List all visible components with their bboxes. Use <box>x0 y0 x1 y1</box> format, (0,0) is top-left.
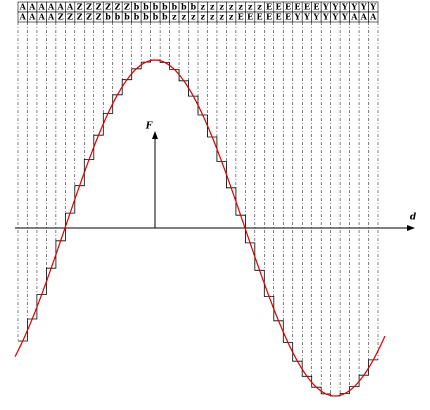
cell-text: Z <box>96 12 102 22</box>
cell-text: z <box>200 2 205 12</box>
cell-text: b <box>153 2 159 12</box>
cell-text: A <box>47 2 55 12</box>
cell <box>368 11 379 23</box>
cell-text: Z <box>124 2 130 12</box>
cell-text: z <box>219 2 224 12</box>
cell-text: E <box>275 2 281 12</box>
cell-text: E <box>285 12 291 22</box>
cell-text: Z <box>86 12 92 22</box>
cell-text: Y <box>332 12 339 22</box>
cell-text: b <box>153 12 159 22</box>
cell-text: Z <box>77 2 83 12</box>
cell-text: Y <box>341 2 348 12</box>
cell-text: z <box>182 12 187 22</box>
cell-text: b <box>134 2 140 12</box>
cell-text: Z <box>105 2 111 12</box>
cell-text: A <box>19 12 27 22</box>
cell-text: b <box>143 12 149 22</box>
cell-text: A <box>28 2 36 12</box>
cell-text: Y <box>303 12 310 22</box>
x-axis-label: d <box>410 213 417 223</box>
cell-text: Z <box>96 2 102 12</box>
cell-text: z <box>248 2 253 12</box>
sine-curve <box>14 59 386 397</box>
cell-text: Y <box>322 12 329 22</box>
cell-text: z <box>200 12 205 22</box>
cell-text: z <box>210 2 215 12</box>
cell-text: E <box>238 12 244 22</box>
cell-text: Y <box>332 2 339 12</box>
cell-text: Z <box>86 2 92 12</box>
cell-text: b <box>190 2 196 12</box>
cell-text: E <box>275 12 281 22</box>
cell-text: Y <box>313 12 320 22</box>
cell-text: E <box>257 12 263 22</box>
cell-text: A <box>360 12 368 22</box>
cell-text: E <box>285 2 291 12</box>
cell-text: Z <box>115 2 121 12</box>
cell-text: A <box>28 12 36 22</box>
cell-text: Z <box>58 12 64 22</box>
cell-text: Z <box>77 12 83 22</box>
cell-text: z <box>229 2 234 12</box>
cell-text: b <box>143 2 149 12</box>
cell-text: b <box>134 12 140 22</box>
cell-text: z <box>219 12 224 22</box>
cell-text: b <box>172 2 178 12</box>
cell-text: b <box>124 12 130 22</box>
cell-text: A <box>47 12 55 22</box>
cell-text: E <box>266 2 272 12</box>
cell-text: A <box>57 2 65 12</box>
cell-text: z <box>229 12 234 22</box>
cell-text: Y <box>350 2 357 12</box>
cell-text: z <box>238 2 243 12</box>
y-axis-label: F <box>145 122 153 132</box>
cell-text: A <box>66 2 74 12</box>
cell-text: b <box>115 12 121 22</box>
cell-text: E <box>266 12 272 22</box>
cell-text: b <box>105 12 111 22</box>
cell-text: b <box>162 12 168 22</box>
cell-text: A <box>38 2 46 12</box>
cell-text: Y <box>322 2 329 12</box>
cell-text: Y <box>341 12 348 22</box>
cell-text: Z <box>67 12 73 22</box>
cell-text: A <box>19 2 27 12</box>
cell-text: A <box>38 12 46 22</box>
cell-text: z <box>191 12 196 22</box>
cell-text: A <box>350 12 358 22</box>
cell-text: A <box>369 12 377 22</box>
cell-text: E <box>247 12 253 22</box>
cell-text: E <box>294 2 300 12</box>
cell-text: z <box>172 12 177 22</box>
cell-text: E <box>304 2 310 12</box>
cell-text: z <box>257 2 262 12</box>
cell-text: b <box>162 2 168 12</box>
cell-text: z <box>210 12 215 22</box>
cell-text: Y <box>369 2 376 12</box>
cell-text: E <box>313 2 319 12</box>
cell-text: Y <box>360 2 367 12</box>
cell-text: Y <box>294 12 301 22</box>
cell-text: b <box>181 2 187 12</box>
